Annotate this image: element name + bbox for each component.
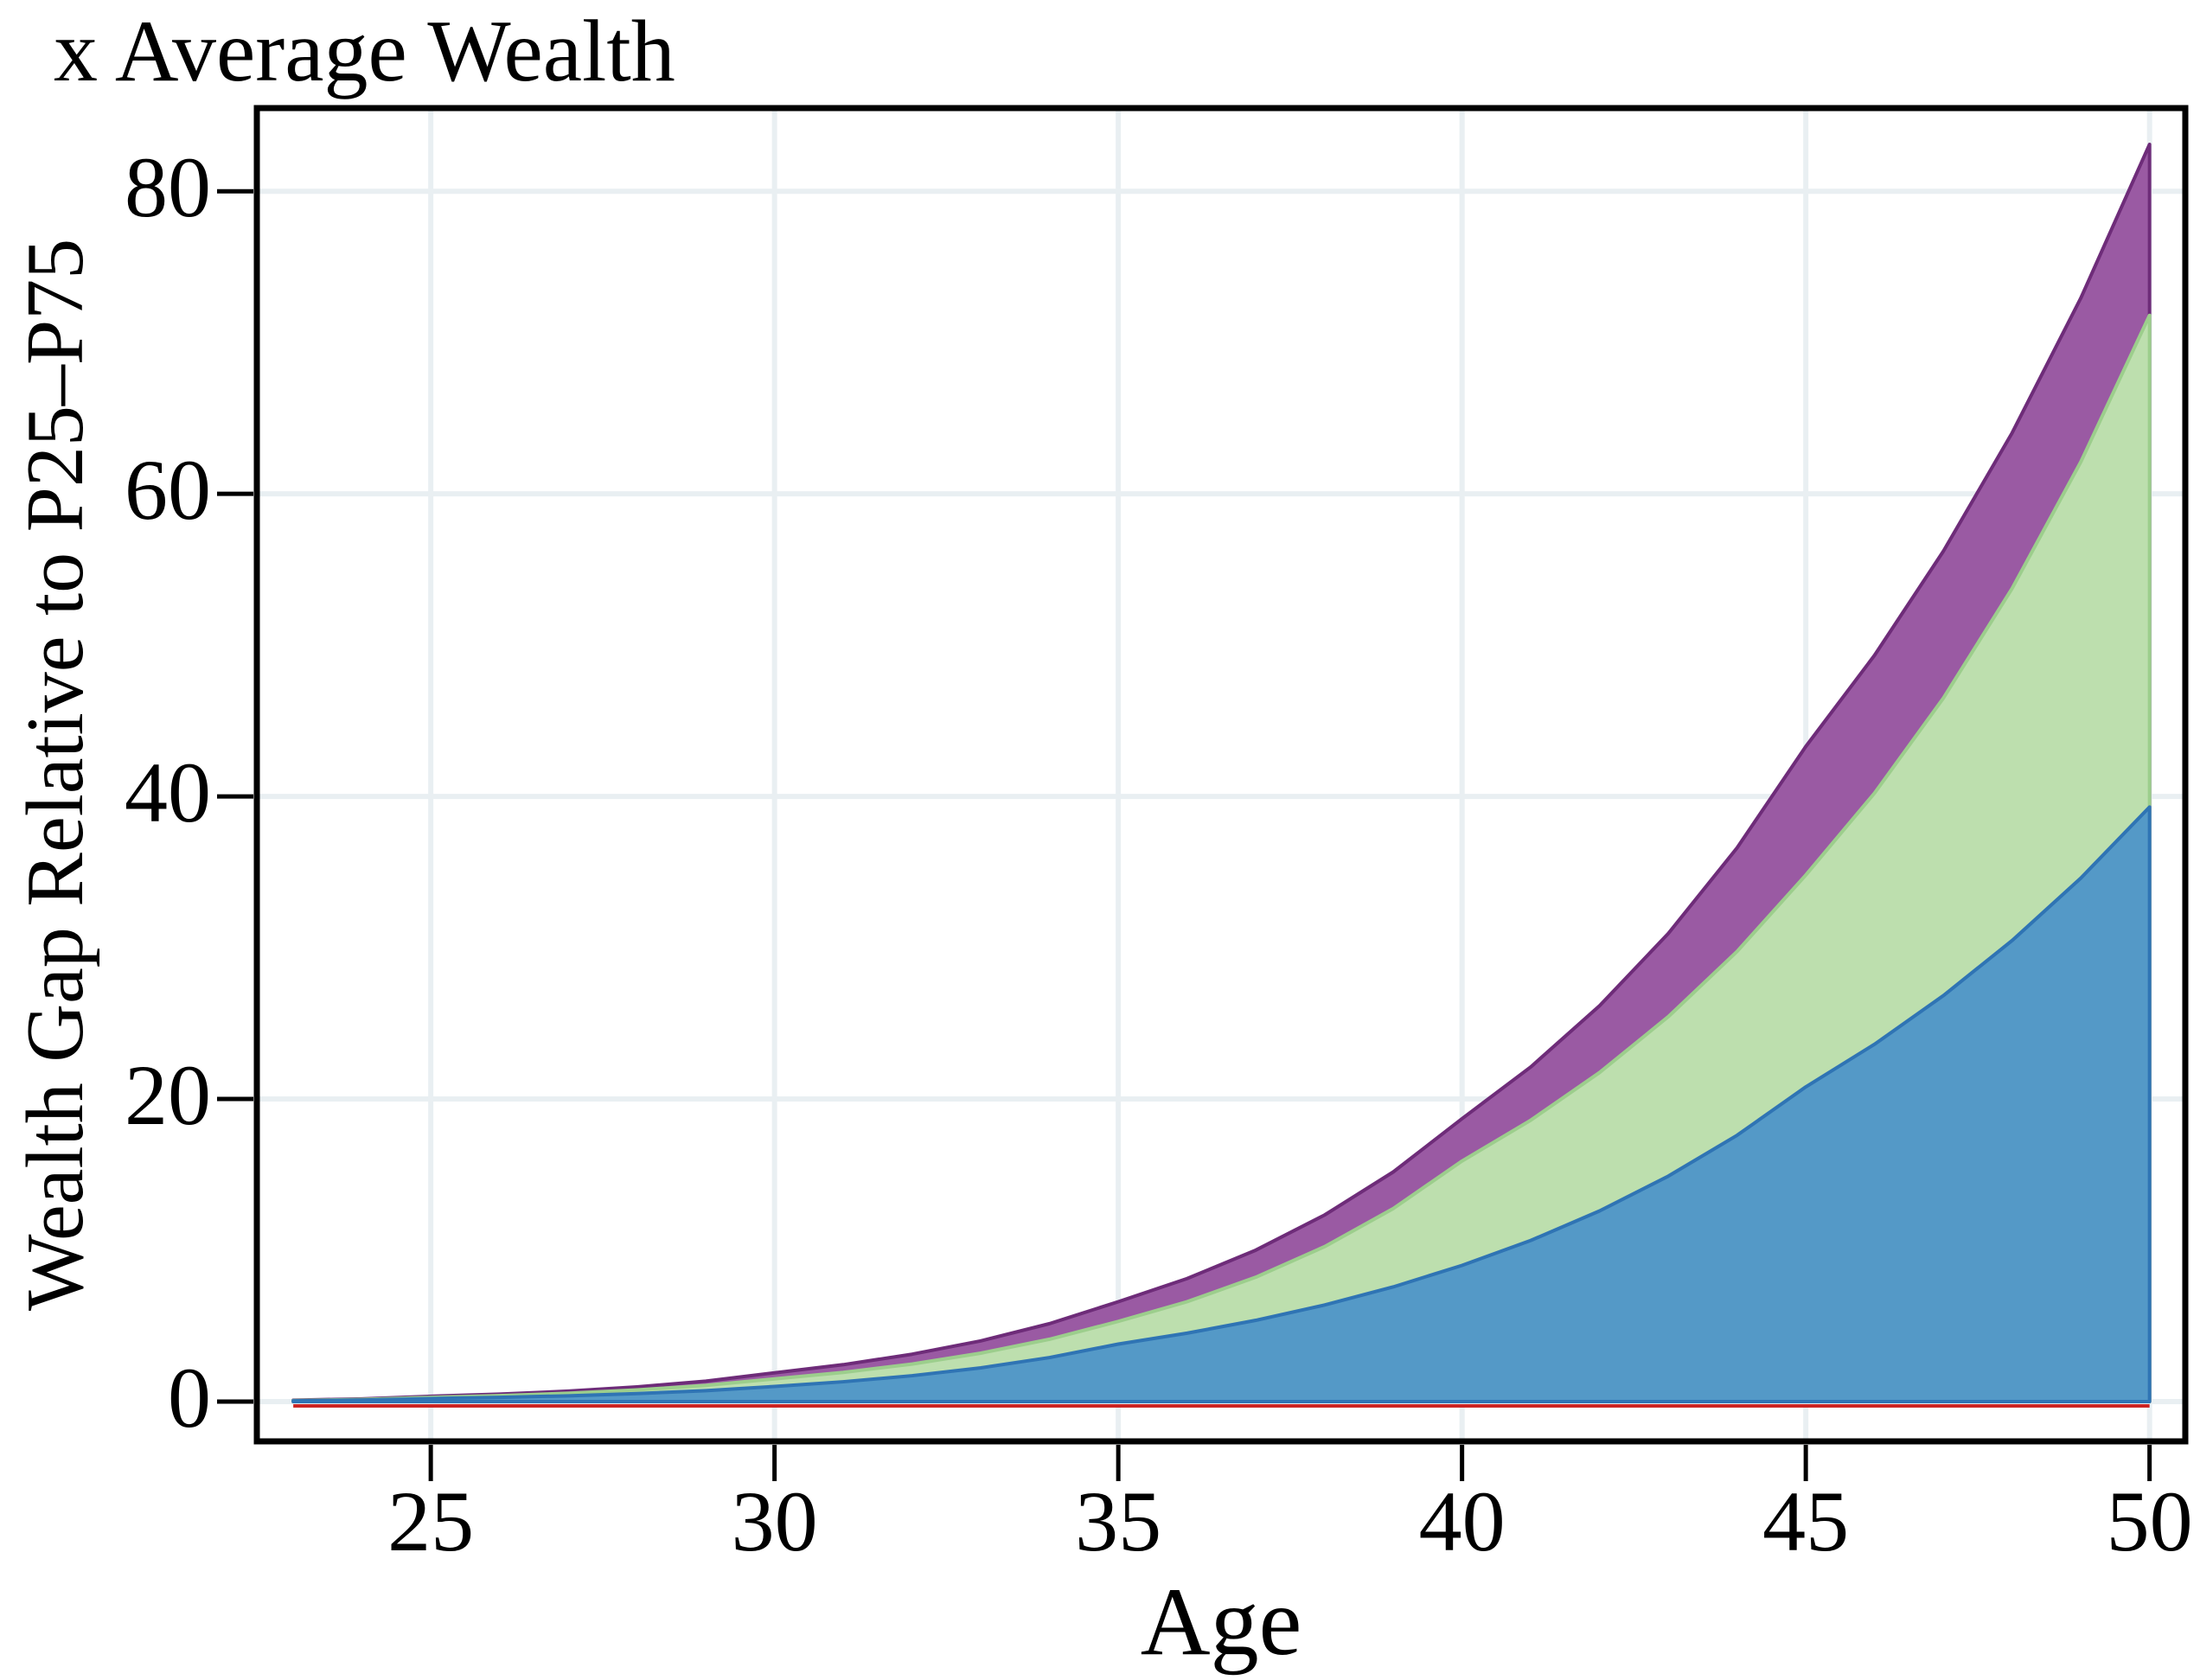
x-tick-label: 25 [387, 1473, 475, 1569]
x-tick-label: 30 [731, 1473, 818, 1569]
panel-border [253, 105, 2189, 1445]
y-tick-label: 60 [125, 442, 211, 539]
bottom-blue-area [291, 805, 2152, 1403]
y-tick-label: 40 [125, 744, 211, 840]
x-axis-title: Age [1140, 1568, 1302, 1676]
y-tick-label: 0 [168, 1349, 211, 1446]
x-tick-label: 40 [1418, 1473, 1506, 1569]
y-tick-label: 20 [125, 1046, 211, 1143]
x-tick-label: 50 [2106, 1473, 2193, 1569]
chart-title: x Average Wealth [54, 3, 675, 100]
y-tick-label: 80 [125, 139, 211, 236]
x-tick-label: 45 [1762, 1473, 1850, 1569]
middle-green-area [291, 313, 2152, 1403]
y-axis-title: Wealth Gap Relative to P25–P75 [10, 238, 100, 1312]
x-tick-label: 35 [1075, 1473, 1162, 1569]
